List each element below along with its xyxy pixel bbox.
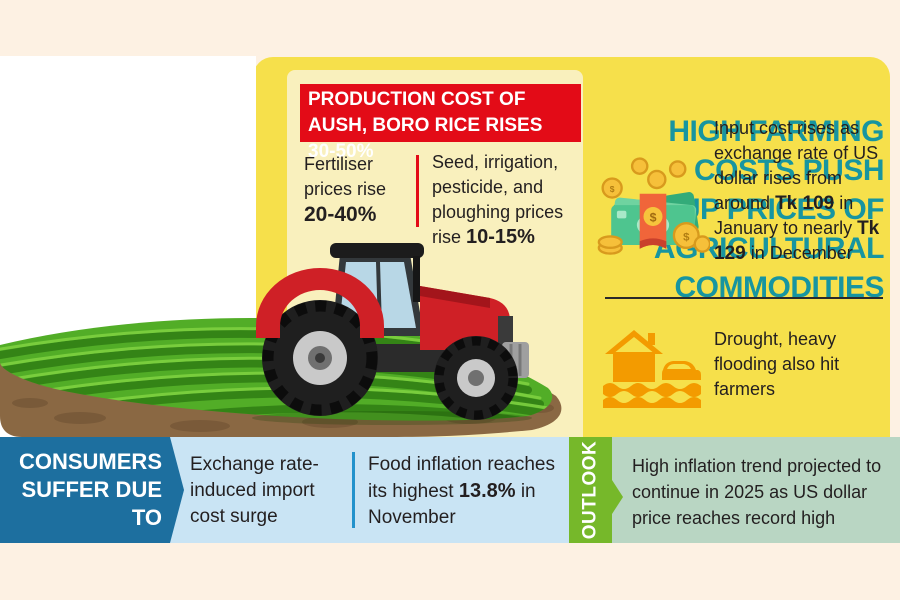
- column-divider: [416, 155, 419, 227]
- consumers-suffer-band: CONSUMERS SUFFER DUE TO: [0, 437, 170, 543]
- bar-item-divider: [352, 452, 355, 528]
- page-title: HIGH FARMING COSTS PUSH UP PRICES OF AGR…: [648, 112, 885, 307]
- title-line: COSTS PUSH: [693, 154, 885, 187]
- outlook-text: High inflation trend projected to contin…: [632, 456, 882, 528]
- arrow-right-icon: [170, 437, 184, 543]
- fertiliser-text: Fertiliser prices rise: [304, 154, 387, 199]
- section-divider: [605, 297, 883, 299]
- drought-flood-text: Drought, heavy flooding also hit farmers: [714, 329, 840, 399]
- fertiliser-stat: Fertiliser prices rise 20-40%: [304, 152, 416, 228]
- outlook-strip: [612, 437, 900, 543]
- fertiliser-value: 20-40%: [304, 203, 377, 226]
- outlook-label: OUTLOOK: [579, 440, 601, 540]
- seed-stat: Seed, irrigation, pesticide, and ploughi…: [432, 150, 582, 250]
- consumers-label: CONSUMERS SUFFER DUE TO: [18, 449, 162, 530]
- house-flood-icon: [603, 330, 701, 408]
- svg-text:$: $: [650, 210, 657, 224]
- title-line: UP PRICES OF: [678, 193, 885, 226]
- money-coins-icon: $ $ $: [597, 157, 710, 255]
- title-line: COMMODITIES: [674, 271, 885, 304]
- production-cost-header: PRODUCTION COST OF AUSH, BORO RICE RISES…: [300, 84, 581, 162]
- svg-text:$: $: [610, 184, 615, 194]
- import-cost-item: Exchange rate-induced import cost surge: [190, 454, 319, 527]
- outlook-band: OUTLOOK: [569, 437, 612, 543]
- seed-value: 10-15%: [466, 226, 535, 248]
- consumer-impact-strip: [170, 437, 569, 543]
- food-inflation-item: Food inflation reaches its highest 13.8%…: [368, 454, 555, 528]
- title-line: HIGH FARMING: [668, 115, 884, 148]
- seed-text: Seed, irrigation, pesticide, and ploughi…: [432, 152, 564, 247]
- svg-text:$: $: [683, 231, 690, 243]
- chevron-right-icon: [612, 480, 623, 514]
- exchange-rate-text: Input cost rises as exchange rate of US …: [714, 118, 880, 264]
- tractor-illustration: [252, 243, 532, 425]
